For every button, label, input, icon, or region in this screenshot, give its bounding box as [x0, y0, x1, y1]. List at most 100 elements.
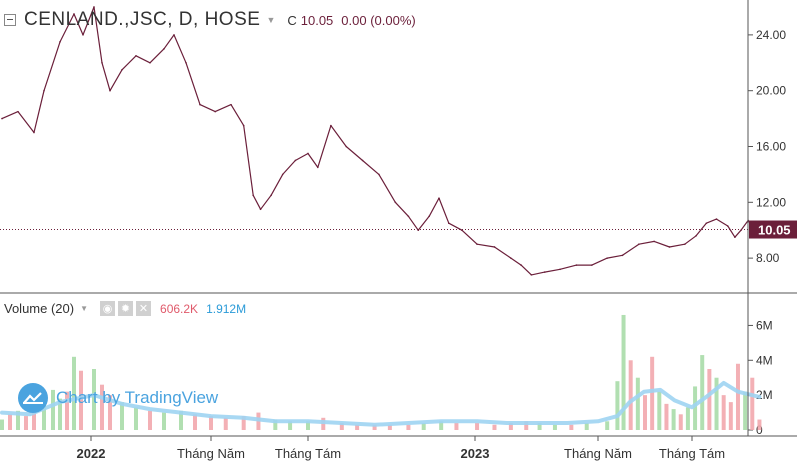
collapse-icon[interactable]	[4, 14, 16, 26]
cloud-chart-glyph	[23, 392, 43, 404]
price-series-group: 10.05	[0, 6, 797, 276]
volume-bar	[678, 414, 683, 430]
price-point	[621, 254, 624, 257]
price-point	[252, 194, 254, 197]
time-tick-label: Tháng Tám	[275, 446, 341, 461]
volume-legend: Volume (20) ▼ ◉ ✹ ✕ 606.2K 1.912M	[4, 301, 246, 316]
volume-bar	[306, 421, 310, 430]
price-point	[438, 197, 440, 199]
volume-bar	[193, 414, 197, 430]
volume-bar	[32, 407, 36, 430]
volume-bar	[179, 410, 183, 430]
price-point	[59, 41, 61, 43]
price-point	[684, 243, 686, 245]
volume-bar	[475, 423, 480, 430]
price-point	[185, 61, 187, 64]
tradingview-watermark[interactable]: Chart by TradingView	[18, 383, 218, 413]
volume-bar	[241, 416, 246, 430]
volume-bar	[58, 398, 62, 430]
volume-bar	[757, 419, 762, 430]
price-point	[715, 218, 718, 220]
price-tick-label: 20.00	[756, 84, 786, 98]
volume-bar	[24, 416, 28, 430]
chevron-down-icon[interactable]: ▼	[266, 15, 276, 25]
volume-bar	[552, 424, 557, 430]
price-point	[135, 55, 137, 57]
volume-bar	[628, 360, 633, 430]
volume-bar	[700, 355, 705, 430]
price-point	[493, 246, 496, 248]
volume-ma-line	[0, 380, 762, 427]
volume-bar	[454, 423, 459, 430]
price-point	[726, 225, 729, 227]
price-point	[93, 6, 95, 8]
volume-bar	[406, 424, 411, 430]
price-point	[394, 201, 397, 204]
volume-bar	[615, 381, 620, 430]
price-point	[705, 222, 708, 225]
volume-bar	[650, 356, 655, 430]
volume-bar	[209, 416, 213, 430]
main-legend: CENLAND.,JSC, D, HOSE ▼ C 10.05 0.00 (0.00…	[4, 9, 416, 31]
eye-icon[interactable]: ◉	[100, 301, 116, 316]
tradingview-logo-icon	[18, 383, 48, 413]
price-point	[199, 103, 201, 106]
close-icon[interactable]: ✕	[136, 301, 152, 316]
price-point	[149, 61, 151, 64]
volume-title[interactable]: Volume (20)	[4, 301, 75, 316]
volume-bar	[621, 314, 626, 430]
price-tick-label: 8.00	[756, 251, 780, 265]
volume-bar	[743, 391, 748, 430]
price-point	[606, 257, 608, 259]
volume-bar	[537, 423, 542, 430]
time-tick-label: Tháng Năm	[564, 446, 632, 461]
volume-bar	[671, 409, 676, 430]
price-point	[294, 159, 297, 162]
volume-bar	[134, 407, 138, 430]
symbol-title[interactable]: CENLAND.,JSC, D, HOSE	[24, 9, 261, 30]
volume-bar	[524, 421, 529, 430]
volume-bar	[355, 424, 360, 430]
volume-ma-group	[0, 380, 762, 427]
price-point	[270, 194, 272, 197]
volume-pane[interactable]: 02M4M6M	[0, 314, 773, 437]
volume-bar	[8, 414, 12, 430]
price-point	[638, 243, 640, 245]
price-pane[interactable]: 8.00 12.00 16.00 20.00 24.00	[748, 28, 786, 265]
time-tick-label: 2022	[77, 446, 106, 461]
volume-bar	[421, 423, 426, 430]
price-point	[575, 264, 578, 266]
price-point	[378, 173, 380, 176]
price-point	[345, 145, 348, 148]
price-point	[1, 117, 3, 120]
price-point	[259, 208, 262, 211]
volume-bar	[664, 403, 669, 430]
price-point	[510, 257, 512, 259]
price-point	[281, 173, 284, 176]
price-point	[543, 271, 546, 273]
price-point	[82, 34, 84, 36]
chevron-down-icon[interactable]: ▼	[80, 304, 89, 313]
volume-bar	[693, 386, 698, 430]
volume-bar	[288, 421, 293, 430]
price-point	[214, 110, 217, 113]
price-tick-label: 12.00	[756, 195, 786, 209]
volume-bar	[657, 391, 662, 430]
price-point	[73, 13, 75, 15]
volume-bar	[92, 369, 96, 430]
volume-bar	[728, 402, 733, 430]
volume-tick-label: 6M	[756, 318, 773, 332]
price-point	[109, 89, 111, 92]
price-point	[559, 268, 561, 271]
volume-bar	[643, 395, 647, 430]
volume-bar	[439, 421, 444, 430]
price-tick-label: 16.00	[756, 140, 786, 154]
volume-bar	[100, 384, 104, 430]
price-readout: C 10.05 0.00 (0.00%)	[287, 13, 415, 28]
time-tick-label: Tháng Tám	[659, 446, 725, 461]
gear-icon[interactable]: ✹	[118, 301, 134, 316]
volume-bar	[72, 356, 76, 430]
volume-bar	[79, 370, 83, 430]
